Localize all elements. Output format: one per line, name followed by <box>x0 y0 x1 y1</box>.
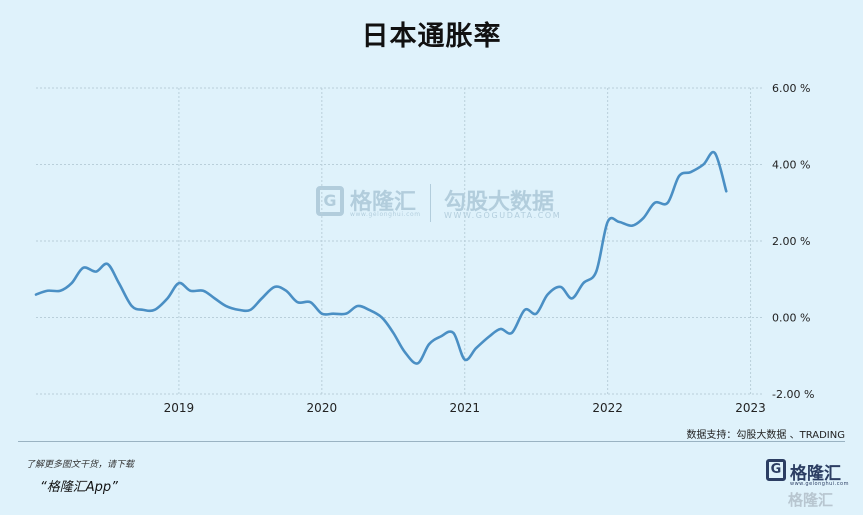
x-tick-label: 2021 <box>449 401 480 415</box>
y-axis-ticks: 6.00 % 4.00 % 2.00 % 0.00 % -2.00 % <box>772 82 814 401</box>
y-tick-label: 2.00 % <box>772 235 810 248</box>
watermark-brand2: 勾股大数据 <box>444 190 555 215</box>
brand-url: www.gelonghui.com <box>790 481 849 487</box>
y-tick-label: -2.00 % <box>772 388 814 401</box>
x-tick-label: 2023 <box>735 401 766 415</box>
series-line <box>34 150 728 365</box>
x-axis-ticks: 2019 2020 2021 2022 2023 <box>164 401 766 415</box>
inflation-line-chart: 6.00 % 4.00 % 2.00 % 0.00 % -2.00 % 2019 2020… <box>34 82 814 415</box>
footer-divider <box>18 441 845 442</box>
data-source-note: 数据支持：勾股大数据 、TRADING <box>686 430 845 441</box>
download-app-name: “格隆汇App” <box>40 480 118 495</box>
watermark-brand1: 格隆汇 <box>350 190 417 215</box>
chart-title: 日本通胀率 <box>361 21 502 52</box>
watermark: G 格隆汇 www.gelonghui.com 勾股大数据 WWW.GOGUDA… <box>316 180 566 224</box>
download-prompt: 了解更多图文干货，请下载 <box>26 460 135 470</box>
watermark-url2: WWW.GOGUDATA.COM <box>444 211 562 220</box>
y-tick-label: 6.00 % <box>772 82 810 95</box>
brand-logo-g-icon: G <box>770 462 782 477</box>
watermark-divider <box>430 184 431 222</box>
x-tick-label: 2022 <box>592 401 623 415</box>
chart-grid <box>36 87 762 395</box>
x-tick-label: 2020 <box>307 401 338 415</box>
watermark-url1: www.gelonghui.com <box>350 211 421 218</box>
y-tick-label: 4.00 % <box>772 159 810 172</box>
brand-ghost-watermark: 格隆汇 <box>788 491 834 509</box>
brand-logo: G 格隆汇 www.gelonghui.com 格隆汇 <box>766 459 856 509</box>
x-tick-label: 2019 <box>164 401 195 415</box>
watermark-logo-icon <box>316 186 344 216</box>
watermark-logo-g-icon: G <box>323 191 337 210</box>
brand-name: 格隆汇 <box>790 464 841 484</box>
brand-logo-icon <box>766 459 786 481</box>
y-tick-label: 0.00 % <box>772 312 810 325</box>
